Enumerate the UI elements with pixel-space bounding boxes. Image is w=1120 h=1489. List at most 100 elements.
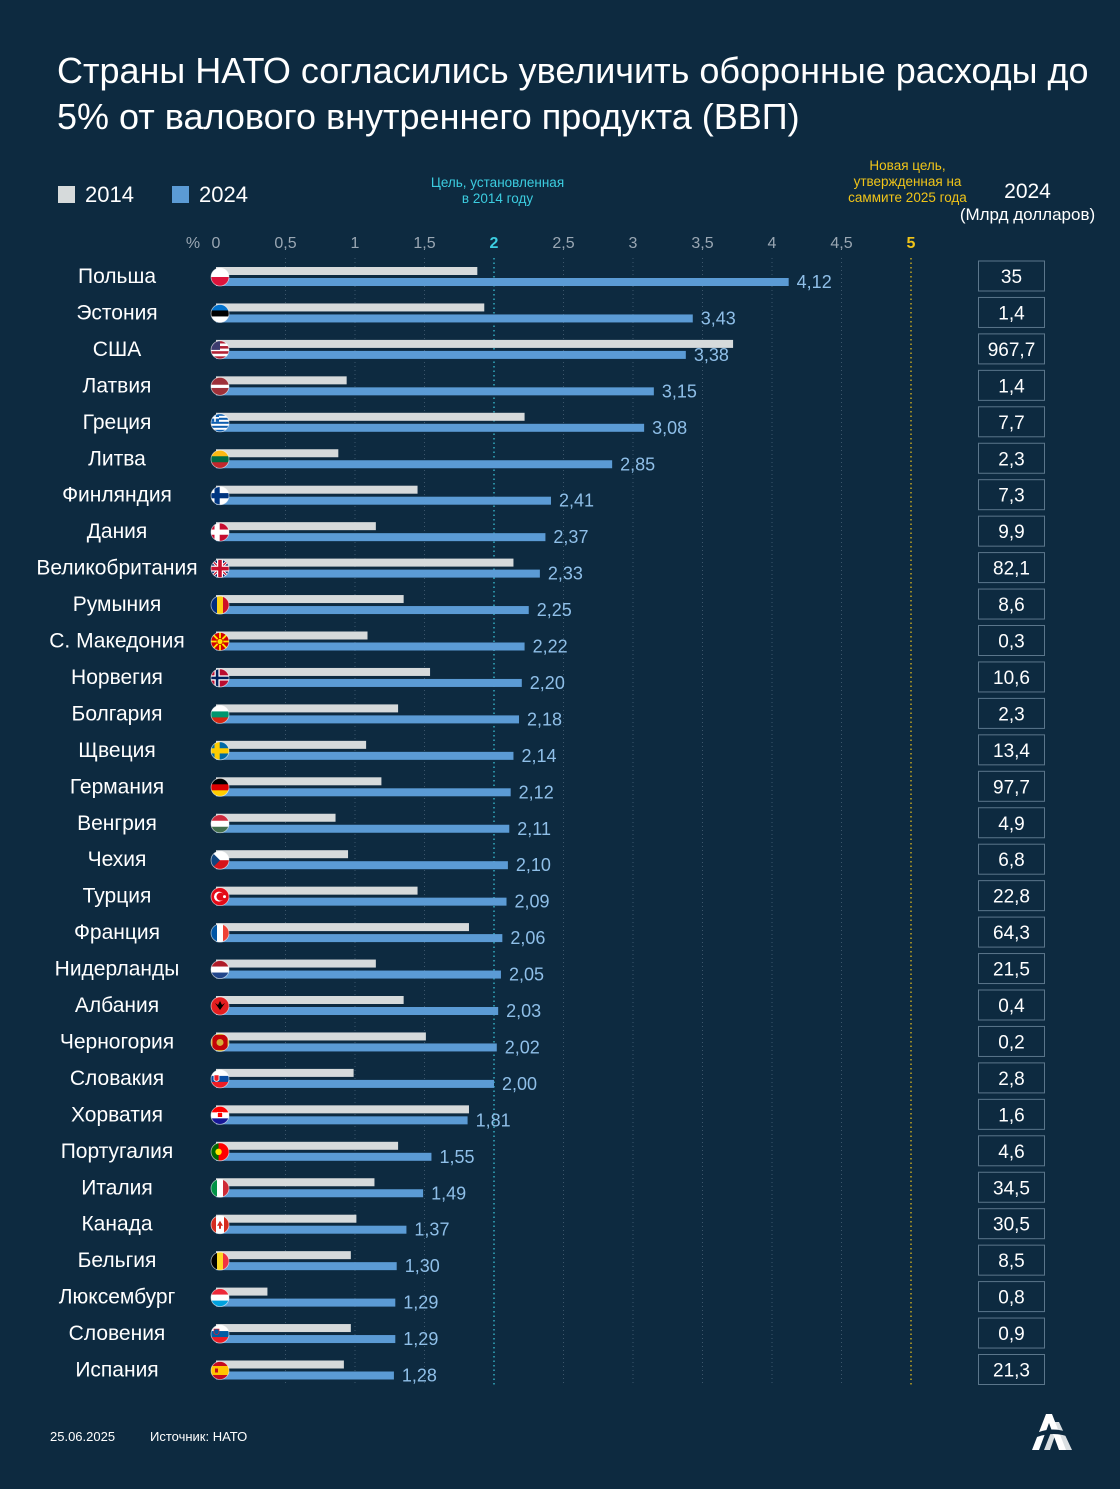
bar-2024 [216, 1079, 494, 1088]
axis-tick-label: 5 [907, 235, 916, 252]
gdp-cell [978, 1098, 1045, 1130]
bar-2014 [216, 303, 485, 312]
flag-part [211, 1300, 229, 1307]
flag-part [217, 1111, 223, 1118]
country-label: Великобритания [36, 557, 197, 580]
country-row: Финляндия 2,41 7,3 [62, 479, 1045, 511]
axis-unit-label: % [186, 235, 200, 252]
value-label-2024: 1,29 [403, 1293, 438, 1313]
flag-part [223, 895, 226, 899]
flag-part [211, 826, 229, 833]
country-row: Словакия 2,00 2,8 [70, 1062, 1045, 1094]
value-label-2024: 1,81 [476, 1110, 511, 1130]
flag-part [211, 356, 229, 359]
flag-fill [211, 1179, 229, 1198]
flag-part [211, 413, 229, 417]
flag-outline [210, 1033, 230, 1052]
flag-part [211, 529, 229, 535]
flag-outline [210, 1324, 230, 1344]
flag-part [211, 960, 229, 967]
flag-part [215, 1148, 222, 1156]
bar-2024 [216, 460, 613, 469]
gdp-cell [978, 989, 1045, 1021]
flag-part [217, 1220, 223, 1229]
flag-part [211, 814, 229, 822]
country-row: Италия 1,49 34,5 [81, 1171, 1045, 1203]
gdp-value: 0,3 [998, 632, 1024, 653]
gdp-cell [978, 369, 1045, 401]
bar-2024 [216, 1043, 497, 1052]
bar-2014 [216, 1287, 268, 1296]
bar-2014 [216, 996, 404, 1004]
gdp-cell [978, 588, 1045, 620]
value-label-2024: 2,03 [506, 1001, 541, 1021]
gdp-cell [978, 1062, 1045, 1094]
flag-part [211, 778, 229, 785]
aa-agency-logo-icon [1030, 1414, 1072, 1450]
country-label: Словакия [70, 1067, 164, 1090]
country-label: Щвеция [78, 739, 155, 762]
country-label: Латвия [83, 374, 152, 397]
bar-2024 [216, 496, 551, 505]
bar-2014 [216, 1068, 354, 1077]
axis-tick-label: 2,5 [552, 235, 574, 252]
flag-outline [210, 632, 230, 651]
flag-fill [211, 741, 229, 760]
bar-2024 [216, 314, 693, 323]
flag-outline [210, 340, 230, 360]
gdp-cell [978, 333, 1045, 365]
bar-2024 [216, 970, 501, 979]
bar-2014 [216, 1251, 351, 1260]
bar-2024 [216, 387, 654, 396]
flag-part [223, 924, 229, 943]
flag-part [211, 417, 229, 421]
flag-fill [211, 486, 229, 505]
country-label: Норвегия [71, 666, 163, 689]
gdp-cell [978, 734, 1045, 766]
country-row: Эстония 3,43 1,4 [76, 296, 1045, 328]
flag-fill [211, 997, 229, 1015]
country-row: Канада 1,37 30,5 [81, 1208, 1045, 1240]
gdp-value: 30,5 [993, 1215, 1030, 1236]
gdp-cell [978, 1317, 1045, 1349]
flag-fill [211, 705, 229, 724]
gdp-value: 7,3 [998, 486, 1024, 507]
gdp-cell [978, 1208, 1045, 1240]
flag-outline [210, 595, 230, 615]
country-row: Великобритания 2,33 82,1 [36, 552, 1045, 584]
flag-part [211, 1215, 216, 1234]
flag-part [214, 741, 220, 760]
flag-part [211, 1325, 229, 1332]
country-label: Германия [70, 775, 164, 798]
flag-part [216, 638, 224, 645]
bar-2024 [216, 1298, 396, 1307]
gdp-value: 1,6 [998, 1105, 1024, 1126]
flag-part [214, 486, 220, 505]
gdp-value: 0,8 [998, 1288, 1024, 1309]
flag-outline [210, 1251, 230, 1271]
flag-part [211, 851, 220, 870]
gdp-value: 0,2 [998, 1032, 1024, 1053]
bar-2014 [216, 1360, 344, 1369]
flag-part [211, 748, 229, 754]
value-label-2024: 2,12 [519, 782, 554, 802]
bar-2014 [216, 1032, 426, 1041]
bar-2024 [216, 350, 686, 359]
gdp-cell [978, 770, 1045, 802]
axis-tick-label: 2 [490, 235, 499, 252]
flag-part [214, 413, 216, 422]
country-row: Нидерланды 2,05 21,5 [55, 953, 1045, 985]
bar-2024 [216, 788, 511, 797]
country-label: Люксембург [59, 1286, 176, 1309]
flag-part [214, 523, 220, 542]
country-label: Албания [75, 994, 159, 1017]
bar-2024 [216, 897, 507, 906]
flag-part [211, 851, 229, 861]
bar-2014 [216, 412, 525, 421]
flag-outline [210, 1361, 230, 1380]
bar-2014 [216, 813, 336, 822]
value-label-2024: 2,06 [510, 928, 545, 948]
gdp-value: 9,9 [998, 522, 1024, 543]
target-2014-label: Цель, установленная в 2014 году [430, 175, 565, 206]
